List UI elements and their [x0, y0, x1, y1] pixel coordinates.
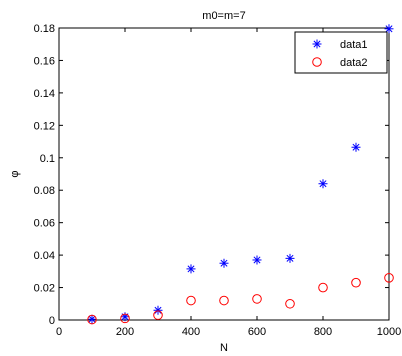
- x-tick-label: 1000: [377, 326, 401, 338]
- data2-point: [219, 295, 229, 306]
- y-tick-label: 0.12: [34, 120, 55, 132]
- data2-point: [153, 310, 163, 320]
- legend-data2-marker: [312, 57, 322, 67]
- data2-point: [384, 273, 394, 283]
- data2-point: [120, 313, 130, 324]
- y-tick-label: 0.14: [34, 88, 55, 100]
- x-tick-label: 600: [248, 326, 266, 338]
- data2-point: [318, 282, 328, 293]
- x-tick-label: 0: [56, 326, 62, 338]
- x-tick-label: 800: [314, 326, 332, 338]
- data2-point: [252, 294, 262, 304]
- data1-point: [87, 314, 97, 324]
- legend-box: [294, 31, 388, 74]
- y-tick-label: 0.1: [40, 153, 55, 165]
- x-tick-label: 200: [116, 326, 134, 338]
- data1-point: [252, 255, 262, 265]
- y-tick-label: 0.02: [34, 283, 55, 295]
- y-tick-label: 0.16: [34, 55, 55, 67]
- data1-point: [153, 305, 163, 315]
- x-tick-label: 400: [182, 326, 200, 338]
- data1-point: [318, 179, 328, 189]
- data1-point: [351, 142, 361, 152]
- data2-point: [186, 295, 196, 306]
- y-tick-label: 0.08: [34, 185, 55, 197]
- chart-title: m0=m=7: [202, 10, 245, 22]
- y-tick-label: 0.06: [34, 218, 55, 230]
- y-tick-label: 0: [49, 315, 55, 327]
- data1-point: [186, 264, 196, 274]
- data2-point: [87, 314, 97, 325]
- x-axis-label: N: [220, 342, 228, 354]
- data1-point: [219, 258, 229, 268]
- data2-point: [285, 298, 295, 309]
- y-tick-label: 0.18: [34, 23, 55, 35]
- axes: 0 200 400 600 800 1000 0 0.02 0.04 0.06 0.08 0.1 0.1…: [34, 23, 402, 338]
- legend-data1-label: data1: [340, 39, 368, 51]
- legend-data1-marker: [312, 39, 322, 49]
- data2-point: [351, 277, 361, 288]
- data1-point: [285, 253, 295, 263]
- data1-point: [384, 24, 394, 34]
- legend-data2-label: data2: [340, 57, 368, 69]
- series-data2: [87, 273, 394, 325]
- plot-frame: [58, 27, 390, 321]
- legend: data1 data2: [294, 31, 388, 74]
- data-layer: [87, 24, 394, 325]
- y-tick-label: 0.04: [34, 250, 55, 262]
- y-axis-label: φ: [9, 170, 21, 177]
